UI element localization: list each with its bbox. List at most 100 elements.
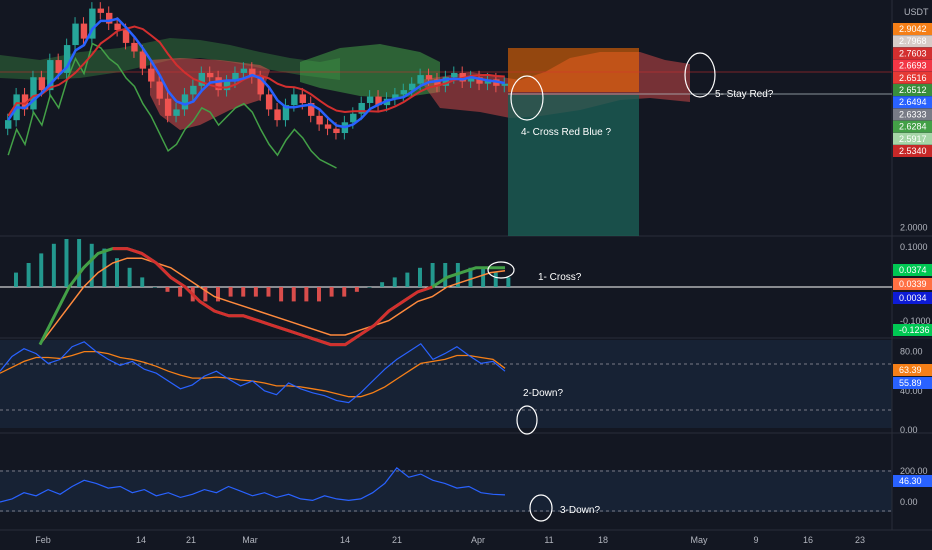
macd-bar bbox=[493, 272, 498, 287]
time-tick: 21 bbox=[392, 535, 402, 545]
price-tag-bg bbox=[893, 96, 932, 109]
price-tag-bg bbox=[893, 23, 932, 35]
price-tag-bg bbox=[893, 47, 932, 60]
rsi-tick: 40.00 bbox=[900, 386, 923, 396]
cci-axis[interactable]: 200.00 0.00 46.30 bbox=[893, 466, 932, 507]
time-tick: 14 bbox=[136, 535, 146, 545]
macd-line-bearish bbox=[112, 247, 433, 347]
price-tag: 2.6333 bbox=[899, 109, 927, 119]
candle-body bbox=[131, 42, 138, 52]
macd-tag: -0.1236 bbox=[899, 325, 930, 335]
price-tag: 2.7968 bbox=[899, 36, 927, 46]
macd-histogram bbox=[14, 239, 511, 302]
cci-tick: 200.00 bbox=[900, 466, 928, 476]
cci-tick: 0.00 bbox=[900, 497, 918, 507]
price-axis[interactable]: 2.0000 bbox=[900, 222, 928, 232]
macd-bar bbox=[481, 267, 486, 287]
macd-tag-bg bbox=[893, 264, 932, 276]
macd-bar bbox=[64, 239, 69, 287]
price-tick: 2.0000 bbox=[900, 222, 928, 232]
time-axis[interactable]: Feb 14 21 Mar 14 21 Apr 11 18 May 9 16 23 bbox=[35, 535, 865, 545]
price-tag: 2.6693 bbox=[899, 61, 927, 71]
candle-body bbox=[156, 81, 163, 99]
circle-3 bbox=[529, 494, 553, 522]
time-tick: Mar bbox=[242, 535, 258, 545]
time-tick: Feb bbox=[35, 535, 51, 545]
candle-body bbox=[173, 109, 180, 116]
macd-tick: -0.1000 bbox=[900, 316, 931, 326]
price-tag: 2.9042 bbox=[899, 24, 927, 34]
candle-body bbox=[434, 79, 441, 86]
rsi-tick: 0.00 bbox=[900, 425, 918, 435]
price-tags: 2.9042 2.7968 2.7603 2.6693 2.6516 2.6512 2.64… bbox=[893, 23, 932, 157]
candle-body bbox=[30, 77, 37, 110]
candle-body bbox=[316, 115, 323, 125]
candle-body bbox=[392, 94, 399, 99]
macd-bar bbox=[468, 267, 473, 287]
candle-body bbox=[308, 102, 315, 116]
candle-body bbox=[89, 8, 96, 39]
cci-tag: 46.30 bbox=[899, 476, 922, 486]
macd-bar bbox=[26, 263, 31, 287]
time-tick: Apr bbox=[471, 535, 485, 545]
rsi-axis[interactable]: 80.00 40.00 0.00 63.39 55.89 bbox=[893, 347, 932, 435]
macd-bar bbox=[51, 243, 56, 287]
price-tag: 2.5917 bbox=[899, 134, 927, 144]
candle-body bbox=[190, 85, 197, 95]
macd-bar bbox=[266, 287, 271, 297]
candle-body bbox=[476, 77, 483, 84]
macd-bar bbox=[380, 282, 385, 287]
candle-body bbox=[21, 94, 29, 110]
macd-bar bbox=[291, 287, 296, 302]
candle-body bbox=[282, 105, 290, 121]
rsi-tag-bg bbox=[893, 364, 932, 376]
candle-body bbox=[333, 128, 340, 134]
price-tag-bg bbox=[893, 108, 932, 121]
candle-body bbox=[366, 96, 374, 103]
candle-body bbox=[350, 113, 357, 123]
macd-bar bbox=[506, 277, 511, 287]
macd-axis[interactable]: 0.1000 -0.1000 0.0374 0.0339 0.0034 -0.1236 bbox=[893, 242, 932, 336]
chikou-span bbox=[7, 42, 337, 169]
macd-bar bbox=[241, 287, 246, 297]
circle-1 bbox=[487, 261, 515, 279]
time-tick: 11 bbox=[544, 535, 553, 545]
time-tick: 14 bbox=[340, 535, 350, 545]
macd-tag: 0.0034 bbox=[899, 293, 927, 303]
stop-zone[interactable] bbox=[508, 95, 639, 236]
macd-bar bbox=[304, 287, 309, 302]
candle-body bbox=[122, 30, 130, 43]
macd-bar bbox=[127, 267, 132, 287]
macd-bar bbox=[152, 287, 157, 288]
candle-body bbox=[38, 77, 46, 91]
price-tag: 2.5340 bbox=[899, 146, 927, 156]
candle-body bbox=[400, 90, 407, 95]
macd-tag-bg bbox=[893, 292, 932, 304]
target-zone[interactable] bbox=[508, 48, 639, 92]
macd-bar bbox=[14, 272, 18, 287]
macd-bar bbox=[216, 287, 220, 302]
annotation-3: 3-Down? bbox=[560, 505, 600, 516]
candle-body bbox=[467, 77, 475, 82]
price-tag-bg bbox=[893, 71, 932, 84]
candle-body bbox=[257, 77, 264, 95]
price-tag-bg bbox=[893, 84, 932, 96]
macd-tick: 0.1000 bbox=[900, 242, 928, 252]
cci-band bbox=[0, 470, 892, 512]
rsi-tag: 55.89 bbox=[899, 378, 922, 388]
price-tag: 2.6284 bbox=[899, 122, 927, 132]
candle-body bbox=[5, 120, 12, 129]
price-tag: 2.6516 bbox=[899, 73, 927, 83]
candle-body bbox=[198, 72, 205, 86]
candle-body bbox=[47, 60, 54, 91]
candle-body bbox=[232, 72, 239, 82]
macd-tag: 0.0339 bbox=[899, 279, 927, 289]
annotation-labels: 5- Stay Red? 4- Cross Red Blue ? 1- Cros… bbox=[521, 89, 774, 516]
price-tag-bg bbox=[893, 145, 932, 157]
rsi-line bbox=[0, 341, 506, 404]
macd-tag-bg bbox=[893, 278, 932, 290]
macd-tag-bg bbox=[893, 324, 932, 336]
candle-body bbox=[375, 96, 382, 106]
macd-tag: 0.0374 bbox=[899, 265, 927, 275]
